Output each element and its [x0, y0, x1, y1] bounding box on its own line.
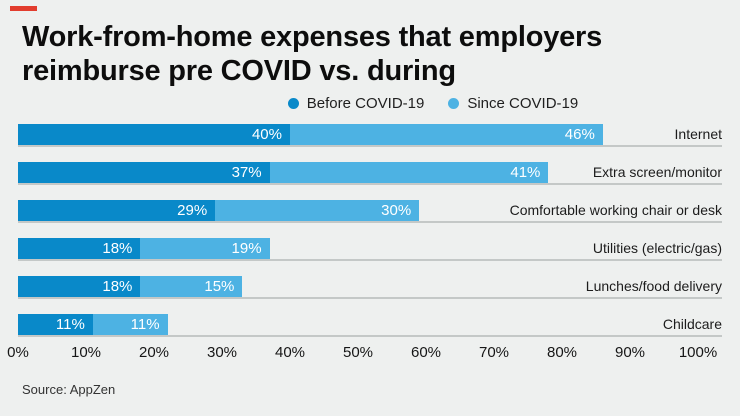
- chart-row: 11% 11% Childcare: [0, 314, 740, 352]
- stacked-bar: 40% 46%: [18, 124, 603, 145]
- bar-value-label: 29%: [177, 202, 208, 219]
- x-axis-tick-label: 80%: [546, 344, 578, 361]
- row-underline: [18, 335, 722, 337]
- source-attribution: Source: AppZen: [22, 382, 116, 397]
- x-axis-tick-label: 90%: [614, 344, 646, 361]
- bar-value-label: 18%: [102, 240, 133, 257]
- category-label: Extra screen/monitor: [592, 164, 722, 180]
- bar-segment: 46%: [290, 124, 603, 145]
- chart-row: 18% 19% Utilities (electric/gas): [0, 238, 740, 276]
- x-axis-tick-label: 70%: [478, 344, 510, 361]
- row-underline: [18, 145, 722, 147]
- legend-label-since: Since COVID-19: [467, 95, 579, 112]
- x-axis-tick-label: 40%: [274, 344, 306, 361]
- category-label: Internet: [674, 126, 722, 142]
- category-label: Comfortable working chair or desk: [509, 202, 722, 218]
- row-underline: [18, 183, 722, 185]
- brand-accent-dash: [10, 6, 37, 11]
- row-underline: [18, 221, 722, 223]
- bar-value-label: 46%: [564, 126, 595, 143]
- chart-row: 37% 41% Extra screen/monitor: [0, 162, 740, 200]
- bar-segment: 41%: [269, 162, 549, 183]
- x-axis-tick-label: 10%: [70, 344, 102, 361]
- x-axis-tick-label: 60%: [410, 344, 442, 361]
- stacked-bar: 29% 30%: [18, 200, 420, 221]
- legend: Before COVID-19 Since COVID-19: [0, 95, 740, 112]
- category-label: Lunches/food delivery: [585, 278, 722, 294]
- stacked-bar: 18% 19%: [18, 238, 270, 259]
- x-axis-tick-label: 50%: [342, 344, 374, 361]
- row-underline: [18, 297, 722, 299]
- bar-value-label: 37%: [231, 164, 262, 181]
- x-axis-tick-label: 20%: [138, 344, 170, 361]
- bar-segment: 29%: [18, 200, 216, 221]
- bar-segment: 15%: [140, 276, 243, 297]
- bar-segment: 18%: [18, 276, 141, 297]
- bar-segment: 40%: [18, 124, 290, 145]
- bar-segment: 37%: [18, 162, 270, 183]
- row-underline: [18, 259, 722, 261]
- bar-value-label: 11%: [55, 316, 85, 333]
- chart-title: Work-from-home expenses that employers r…: [22, 21, 603, 87]
- legend-item-since: Since COVID-19: [448, 95, 578, 112]
- bar-value-label: 15%: [204, 278, 235, 295]
- x-axis: 0% 10% 20% 30% 40% 50% 60% 70% 80% 90% 100%: [0, 340, 740, 364]
- bar-segment: 19%: [140, 238, 270, 259]
- stacked-bar: 11% 11%: [18, 314, 168, 335]
- bar-value-label: 18%: [102, 278, 133, 295]
- x-axis-tick-label: 30%: [206, 344, 238, 361]
- chart-row: 40% 46% Internet: [0, 124, 740, 162]
- bar-segment: 30%: [215, 200, 420, 221]
- legend-item-before: Before COVID-19: [287, 95, 425, 112]
- legend-dot-before-icon: [287, 98, 299, 109]
- x-axis-tick-label: 0%: [7, 344, 29, 361]
- bar-value-label: 41%: [510, 164, 541, 181]
- bar-value-label: 19%: [231, 240, 262, 257]
- bar-rows: 40% 46% Internet 37% 41% Extra screen/monitor…: [0, 124, 740, 352]
- bar-value-label: 30%: [381, 202, 412, 219]
- chart-row: 18% 15% Lunches/food delivery: [0, 276, 740, 314]
- bar-segment: 11%: [92, 314, 168, 335]
- legend-label-before: Before COVID-19: [306, 95, 425, 112]
- stacked-bar: 18% 15%: [18, 276, 243, 297]
- chart-row: 29% 30% Comfortable working chair or desk: [0, 200, 740, 238]
- x-axis-tick-label: 100%: [678, 344, 718, 361]
- stacked-bar: 37% 41%: [18, 162, 549, 183]
- category-label: Childcare: [662, 316, 722, 332]
- bar-segment: 18%: [18, 238, 141, 259]
- category-label: Utilities (electric/gas): [592, 240, 722, 256]
- bar-value-label: 11%: [130, 316, 160, 333]
- bar-value-label: 40%: [251, 126, 282, 143]
- legend-dot-since-icon: [448, 98, 460, 109]
- bar-segment: 11%: [18, 314, 93, 335]
